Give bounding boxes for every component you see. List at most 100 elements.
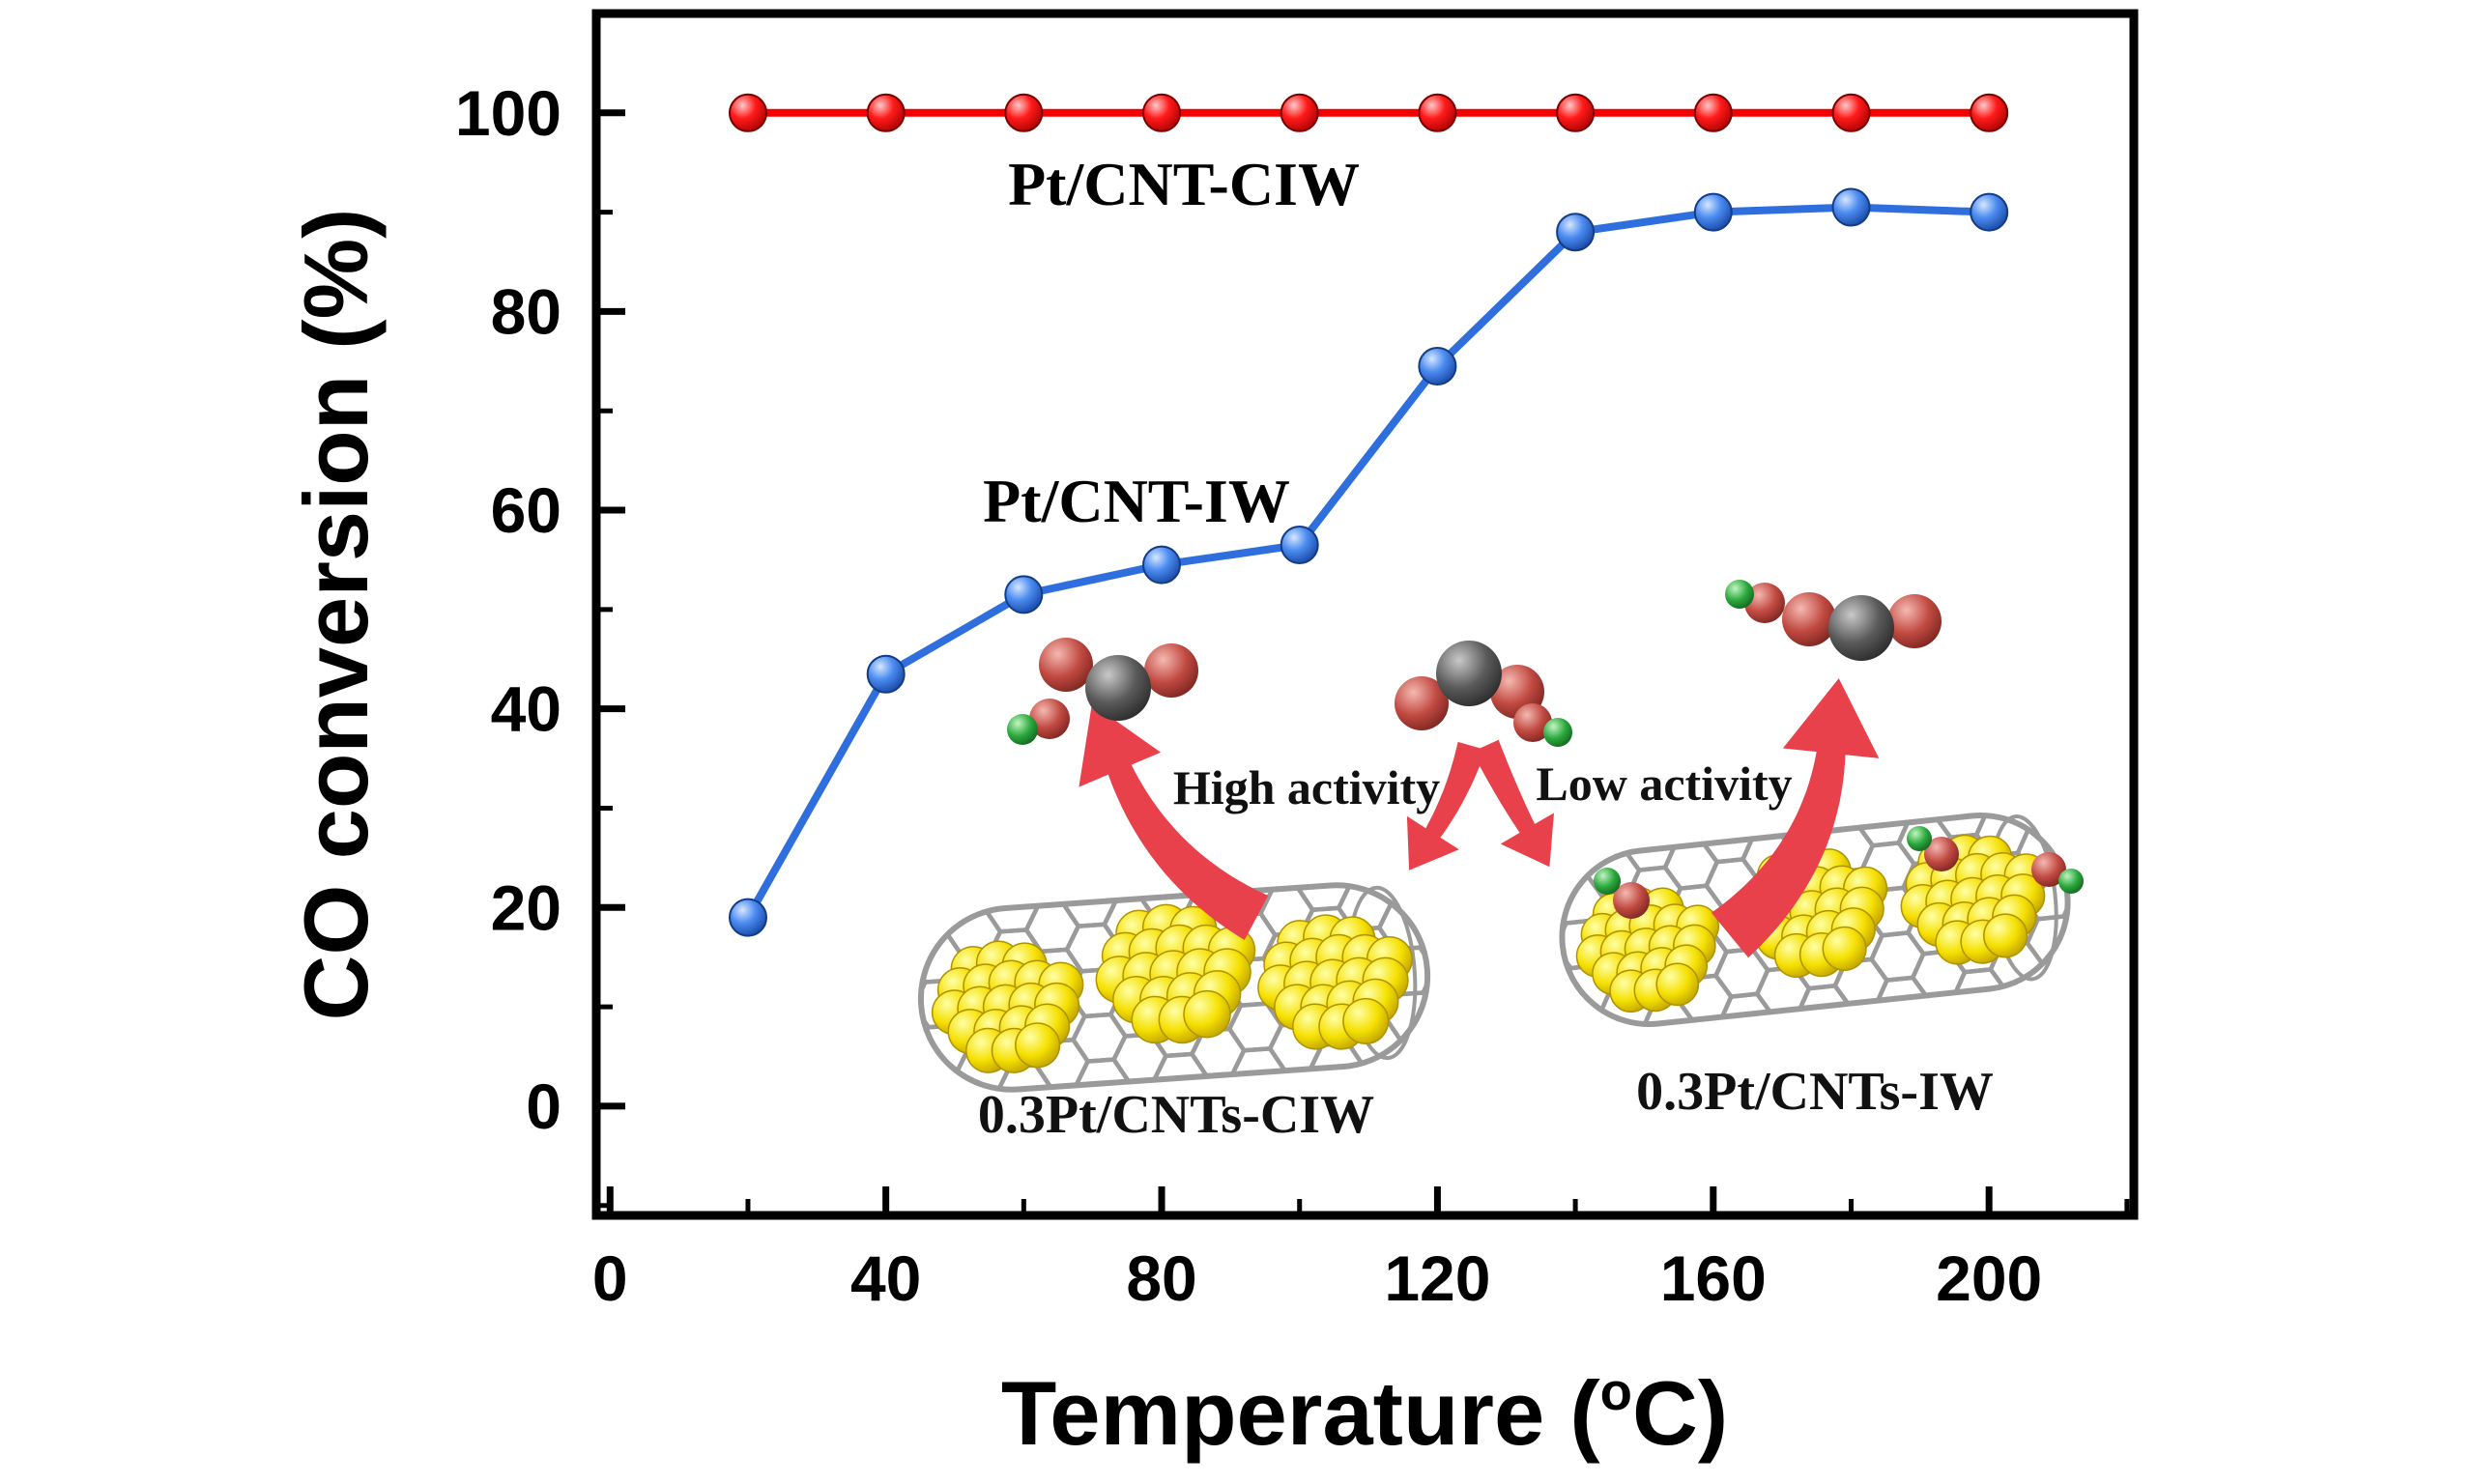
data-point-marker bbox=[866, 93, 906, 132]
y-tick-label: 100 bbox=[455, 77, 561, 149]
x-tick-label: 120 bbox=[1384, 1242, 1490, 1314]
cnt-bond bbox=[1489, 1062, 1546, 1112]
pt-atom bbox=[1015, 1022, 1061, 1069]
y-tick-label: 40 bbox=[491, 673, 561, 745]
oxygen-atom bbox=[1744, 583, 1785, 623]
x-tick-label: 200 bbox=[1936, 1242, 2042, 1314]
cnt-bond bbox=[1851, 752, 1908, 802]
cnt-bond bbox=[1462, 986, 1517, 1035]
oxygen-atom bbox=[1395, 676, 1449, 730]
data-point-marker bbox=[1004, 93, 1044, 132]
data-point-marker bbox=[729, 93, 767, 132]
cnt-bond bbox=[1434, 1147, 1489, 1195]
pt-atom bbox=[1655, 962, 1700, 1007]
pt-atom bbox=[1822, 926, 1867, 971]
cnt-outline bbox=[917, 882, 1431, 1093]
data-point-marker bbox=[1556, 93, 1596, 132]
red-arrow bbox=[1711, 678, 1880, 958]
carbon-atom bbox=[1085, 655, 1151, 721]
cnt-bond bbox=[1098, 878, 1156, 903]
cnt-bond bbox=[828, 895, 883, 943]
cnt-bond bbox=[1215, 822, 1270, 870]
cnt-bond bbox=[2006, 735, 2063, 785]
data-point-marker bbox=[729, 898, 767, 937]
cnt-bond bbox=[1081, 1149, 1136, 1197]
cnt-bond bbox=[1956, 1012, 2014, 1033]
cnt-ciw-caption: 0.3Pt/CNTs-CIW bbox=[978, 1085, 1374, 1145]
cnt-bond bbox=[914, 878, 960, 895]
data-point-marker bbox=[1970, 192, 2009, 232]
cnt-bond bbox=[1475, 928, 1532, 978]
axes-layer: 0 40 80 120 160 200 0 20 40 60 80 100 bbox=[455, 9, 2139, 1314]
cnt-bond bbox=[1998, 1030, 2055, 1033]
cnt-bond bbox=[1450, 806, 1505, 854]
carbon-atom bbox=[1436, 641, 1502, 706]
oxygen-atom bbox=[2031, 852, 2066, 887]
cnt-bond bbox=[1056, 788, 1111, 837]
cnt-bond bbox=[1484, 1017, 1541, 1068]
cnt-bond bbox=[2070, 977, 2077, 1030]
cnt-bond bbox=[824, 849, 879, 898]
pt-atom bbox=[1342, 997, 1390, 1044]
series-label-pt-cnt-ciw: Pt/CNT-CIW bbox=[1008, 150, 1360, 218]
cnt-bond bbox=[1553, 989, 1578, 1033]
cnt-bond bbox=[1568, 1054, 1625, 1104]
cnt-iw-caption: 0.3Pt/CNTs-IW bbox=[1636, 1062, 1994, 1122]
red-arrow bbox=[1079, 703, 1269, 940]
cnt-bond bbox=[1389, 1080, 1434, 1097]
cnt-bond bbox=[1424, 1010, 1434, 1062]
cnt-bond bbox=[1453, 851, 1508, 899]
x-axis-title: Temperature (oC) bbox=[1001, 1362, 1728, 1464]
cnt-bond bbox=[914, 913, 925, 965]
cnt-bond bbox=[914, 1048, 935, 1097]
green-atom bbox=[1907, 826, 1932, 851]
oxygen-atom bbox=[1887, 594, 1942, 648]
cnt-bond bbox=[1003, 1155, 1058, 1203]
cnt-bond bbox=[925, 1159, 980, 1208]
x-tick-label: 40 bbox=[850, 1242, 921, 1314]
oxygen-atom bbox=[1513, 703, 1552, 742]
cnt-bond bbox=[914, 878, 922, 920]
cnt-bond bbox=[1914, 993, 1972, 1033]
cnt-bond bbox=[841, 1075, 896, 1124]
cnt-bond bbox=[1526, 1036, 1583, 1086]
green-atom bbox=[1543, 718, 1572, 747]
cnt-bond bbox=[1465, 1031, 1520, 1079]
cnt-bond bbox=[821, 805, 877, 853]
cnt-bond bbox=[1333, 878, 1391, 887]
cnt-bond bbox=[1459, 941, 1514, 989]
data-point-marker bbox=[1831, 187, 1871, 227]
cnt-bond bbox=[2075, 1022, 2077, 1033]
cnt-bond bbox=[2047, 754, 2104, 804]
cnt-bond bbox=[1531, 1080, 1588, 1130]
plot-frame bbox=[591, 9, 2139, 1220]
red-arrow bbox=[1472, 739, 1554, 868]
series-pt-cnt-ciw bbox=[729, 93, 2009, 132]
cnt-bond bbox=[1891, 807, 1949, 822]
oxygen-atom bbox=[1029, 699, 1070, 739]
data-point-marker bbox=[1004, 575, 1044, 614]
cnt-bond bbox=[980, 878, 1038, 889]
data-point-marker bbox=[1831, 93, 1871, 132]
y-axis-title: CO conversion (%) bbox=[285, 209, 387, 1021]
series-line bbox=[744, 203, 1990, 920]
x-tick-label: 80 bbox=[1126, 1242, 1196, 1314]
cnt-bond bbox=[2052, 807, 2077, 850]
data-point-marker bbox=[1693, 93, 1733, 132]
cnt-bond bbox=[965, 1180, 1021, 1228]
cnt-bond bbox=[1969, 807, 2027, 813]
pt-atom bbox=[1983, 913, 2028, 958]
cnt-bond bbox=[847, 1165, 902, 1213]
green-atom bbox=[1725, 580, 1754, 609]
cnt-bond bbox=[1480, 972, 1537, 1022]
cnt-bond bbox=[900, 799, 955, 847]
reaction-arrows bbox=[1079, 678, 1880, 958]
cnt-bond bbox=[2093, 817, 2150, 868]
cnt-bond bbox=[1019, 813, 1074, 862]
cnt-bond bbox=[1200, 1163, 1255, 1212]
cnt-bond bbox=[837, 1030, 892, 1078]
cnt-bond bbox=[1837, 1001, 1894, 1033]
high-activity-label: High activity bbox=[1173, 760, 1440, 814]
cnt-bond bbox=[1455, 897, 1510, 945]
